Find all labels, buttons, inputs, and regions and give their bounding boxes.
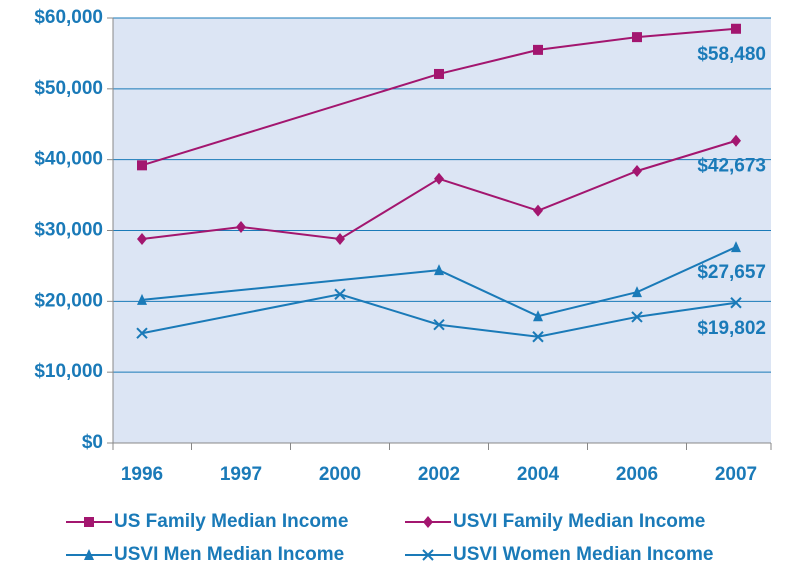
- marker: [730, 297, 742, 309]
- marker: [632, 286, 642, 298]
- marker: [137, 293, 147, 305]
- legend-item: US Family Median Income: [66, 511, 348, 532]
- legend-label: USVI Women Median Income: [453, 544, 713, 565]
- x-tick-label: 1996: [121, 464, 163, 485]
- value-label: $27,657: [697, 262, 766, 283]
- x-tick-label: 2002: [418, 464, 460, 485]
- y-tick-label: $40,000: [34, 149, 103, 170]
- marker: [335, 233, 345, 245]
- marker: [532, 331, 544, 343]
- x-tick-label: 2007: [715, 464, 757, 485]
- marker: [84, 517, 94, 527]
- marker: [731, 241, 741, 253]
- legend-label: USVI Family Median Income: [453, 511, 705, 532]
- marker: [533, 204, 543, 217]
- marker: [731, 23, 741, 34]
- legend-item: USVI Men Median Income: [66, 544, 344, 565]
- value-label: $42,673: [697, 156, 766, 177]
- marker: [533, 44, 543, 55]
- marker: [136, 327, 148, 339]
- y-tick-label: $60,000: [34, 7, 103, 28]
- marker: [423, 516, 433, 528]
- y-tick-label: $10,000: [34, 361, 103, 382]
- legend-label: US Family Median Income: [114, 511, 348, 532]
- marker: [632, 165, 642, 177]
- value-label: $19,802: [697, 318, 766, 339]
- marker: [422, 549, 434, 561]
- marker: [137, 160, 147, 171]
- marker: [434, 68, 444, 79]
- marker: [433, 319, 445, 331]
- x-tick-label: 1997: [220, 464, 262, 485]
- y-tick-label: $20,000: [34, 290, 103, 311]
- legend-item: USVI Women Median Income: [405, 544, 713, 565]
- x-tick-label: 2000: [319, 464, 361, 485]
- y-tick-label: $0: [82, 432, 103, 453]
- marker: [334, 288, 346, 300]
- marker: [434, 264, 444, 276]
- x-tick-label: 2006: [616, 464, 658, 485]
- legend-item: USVI Family Median Income: [405, 511, 705, 532]
- marker: [137, 233, 147, 245]
- value-label: $58,480: [697, 44, 766, 65]
- y-tick-label: $30,000: [34, 220, 103, 241]
- marker: [533, 310, 543, 322]
- marker: [236, 220, 246, 233]
- marker: [631, 311, 643, 323]
- marker: [632, 32, 642, 43]
- marker: [434, 172, 444, 185]
- marker: [84, 549, 94, 560]
- marker: [731, 134, 741, 147]
- legend-label: USVI Men Median Income: [114, 544, 344, 565]
- y-tick-label: $50,000: [34, 78, 103, 99]
- x-tick-label: 2004: [517, 464, 560, 485]
- series-line: [141, 293, 737, 338]
